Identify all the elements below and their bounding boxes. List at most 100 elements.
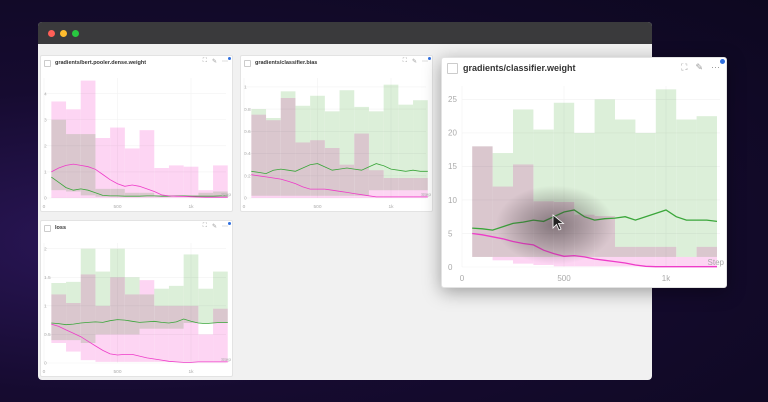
band-segment [676, 119, 697, 257]
y-tick-label: 1 [244, 85, 247, 91]
band-segment [266, 120, 281, 198]
band-segment [513, 164, 534, 264]
panel-title: loss [55, 225, 67, 231]
pencil-icon[interactable]: ✎ [695, 62, 703, 72]
more-icon[interactable]: ⋯ [222, 224, 228, 230]
panel-select-checkbox[interactable] [44, 59, 51, 67]
panel-header: gradients/classifier.weight [442, 58, 726, 78]
band-segment [110, 127, 125, 198]
band-segment [383, 84, 399, 191]
band-segment [676, 256, 697, 267]
status-dot [228, 57, 231, 60]
band-segment [398, 178, 414, 198]
band-segment [413, 100, 428, 191]
pencil-icon[interactable]: ✎ [411, 59, 417, 65]
chart-svg: 0 0.5 1 1.5 2 0 500 1k Step [43, 243, 231, 375]
panel-select-checkbox[interactable] [244, 59, 251, 67]
y-tick-label: 5 [448, 229, 453, 238]
y-tick-label: 1 [44, 170, 47, 176]
band-segment [139, 130, 155, 198]
fullscreen-icon[interactable]: ⛶ [402, 58, 407, 64]
band-segment [295, 142, 311, 198]
pencil-icon[interactable]: ✎ [211, 59, 217, 65]
status-dot [428, 57, 431, 60]
band-segment [139, 280, 155, 362]
chart-svg: 0 1 2 3 4 0 500 1k Step [43, 78, 231, 210]
fullscreen-icon[interactable]: ⛶ [202, 223, 207, 229]
x-tick-label: 1k [188, 204, 194, 210]
maximize-window-button[interactable] [72, 29, 79, 37]
band-segment [66, 303, 81, 352]
series-line-green [51, 176, 228, 197]
y-tick-label: 0.4 [244, 151, 251, 157]
series-line-green [251, 163, 428, 175]
x-tick-label: 500 [113, 369, 121, 375]
band-segment [198, 288, 214, 323]
band-segment [398, 104, 414, 191]
y-tick-label: 0.2 [244, 173, 251, 179]
panel-title: gradients/bert.pooler.dense.weight [55, 60, 147, 66]
pencil-icon[interactable]: ✎ [211, 224, 217, 230]
fullscreen-icon[interactable]: ⛶ [202, 58, 207, 64]
panel-title: gradients/classifier.bias [255, 60, 318, 66]
close-window-button[interactable] [48, 29, 55, 37]
band-segment [492, 186, 513, 261]
band-segment [383, 178, 399, 198]
band-segment [51, 294, 67, 343]
band-segment [95, 305, 111, 362]
band-segment [183, 305, 199, 362]
x-tick-label: 1k [662, 274, 671, 283]
band-segment [80, 80, 96, 198]
fullscreen-icon[interactable]: ⛶ [681, 62, 688, 72]
x-tick-label: 0 [43, 204, 46, 210]
y-tick-label: 0 [44, 361, 47, 367]
band-segment [696, 116, 717, 257]
chart-panel-loss: 0 0.5 1 1.5 2 0 500 1k Step loss ⛶ ✎ ⋯ [40, 220, 233, 377]
mouse-cursor-icon [552, 214, 565, 231]
series-line-pink [51, 323, 228, 363]
y-tick-label: 0 [448, 263, 453, 272]
chart-panel-weight: 0 5 10 15 20 25 0 500 1k Step gradients/classifie… [441, 57, 727, 288]
more-icon[interactable]: ⋯ [422, 59, 428, 65]
band-segment [615, 246, 636, 267]
band-segment [280, 98, 296, 198]
chart-panel-bert: 0 1 2 3 4 0 500 1k Step gradients/bert.pooler.de… [40, 55, 233, 212]
band-segment [124, 294, 140, 362]
y-tick-label: 0.5 [44, 332, 51, 338]
title-bar [38, 22, 652, 44]
y-tick-label: 20 [448, 129, 457, 138]
band-segment [154, 168, 169, 198]
series-line-pink [251, 174, 428, 198]
series-line-pink [51, 163, 228, 198]
minimize-window-button[interactable] [60, 29, 67, 37]
band-segment [615, 119, 636, 257]
band-segment [154, 305, 169, 362]
x-tick-label: 0 [243, 204, 246, 210]
panel-header: gradients/bert.pooler.dense.weight [41, 56, 232, 70]
band-segment [124, 148, 140, 198]
panel-header: gradients/classifier.bias [241, 56, 432, 70]
band-pink [51, 80, 228, 198]
y-tick-label: 3 [44, 117, 47, 123]
x-tick-label: 0 [43, 369, 46, 375]
band-segment [51, 101, 67, 198]
band-segment [413, 178, 428, 198]
band-segment [168, 305, 184, 362]
band-segment [354, 133, 369, 198]
panel-select-checkbox[interactable] [44, 224, 51, 232]
x-tick-label: 500 [557, 274, 571, 283]
band-segment [324, 148, 340, 198]
y-tick-label: 2 [44, 246, 47, 252]
band-segment [213, 308, 228, 362]
x-axis-label: Step [221, 192, 231, 198]
more-icon[interactable]: ⋯ [222, 59, 228, 65]
y-tick-label: 25 [448, 95, 457, 104]
panel-select-checkbox[interactable] [447, 62, 458, 74]
x-tick-label: 500 [313, 204, 321, 210]
series-line-green [51, 318, 228, 326]
x-tick-label: 500 [113, 204, 121, 210]
y-tick-label: 1.5 [44, 275, 51, 281]
more-icon[interactable]: ⋯ [711, 62, 720, 72]
x-tick-label: 1k [188, 369, 194, 375]
band-segment [95, 138, 111, 198]
